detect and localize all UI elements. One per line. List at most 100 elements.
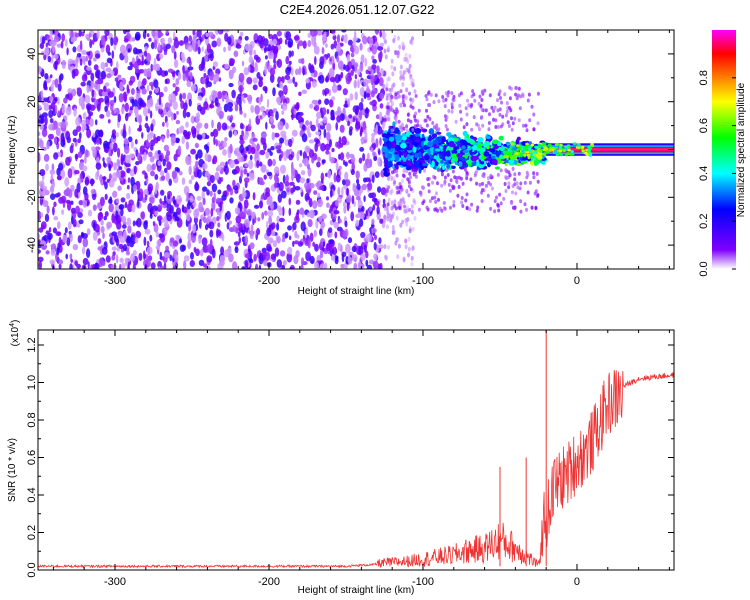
spectrogram-cell	[65, 106, 72, 116]
spectrogram-cell	[409, 39, 413, 45]
spectrogram-cell	[175, 78, 180, 86]
spectrogram-cell	[109, 196, 113, 204]
spectrogram-cell	[366, 85, 370, 93]
spectrogram-cell	[252, 77, 258, 84]
spectrogram-cell	[304, 145, 311, 154]
spectrogram-cell	[493, 209, 497, 214]
spectrogram-cell	[133, 184, 137, 192]
spectrogram-cell	[106, 73, 112, 79]
spectrogram-cell	[314, 142, 319, 152]
spectrogram-cell	[454, 119, 458, 124]
spectrogram-cell	[311, 80, 317, 88]
spectrogram-cell	[204, 122, 209, 129]
spectrogram-cell	[270, 52, 275, 59]
spectrogram-cell	[399, 125, 403, 130]
spectrogram-cell	[372, 260, 379, 269]
spectrogram-cell	[298, 66, 302, 76]
snr-x-axis-title: Height of straight line (km)	[298, 585, 415, 596]
spectrogram-cell	[286, 252, 293, 263]
spectrogram-cell	[445, 168, 449, 172]
spectrogram-cell	[205, 32, 209, 38]
spectrogram-cell	[150, 84, 154, 90]
spectrogram-cell	[285, 56, 290, 65]
spectrogram-cell	[476, 205, 480, 210]
spectrogram-cell	[379, 78, 384, 86]
spectrogram-cell	[260, 164, 267, 173]
spectrogram-cell	[399, 75, 403, 81]
spectrogram-cell	[511, 166, 515, 171]
spectrogram-cell	[436, 127, 440, 132]
spectrogram-cell	[569, 152, 573, 156]
spectrogram-cell	[518, 106, 522, 111]
spectrogram-cell	[346, 202, 350, 212]
spectrogram-cell	[379, 262, 383, 269]
spectrogram-cell	[185, 121, 189, 128]
spectrogram-cell	[124, 258, 129, 267]
spectrogram-cell	[182, 108, 187, 119]
spectrogram-cell	[53, 216, 59, 221]
spectrogram-cell	[82, 237, 89, 248]
spectrogram-cell	[471, 89, 475, 94]
spectrogram-cell	[481, 158, 485, 162]
spectrogram-cell	[532, 112, 536, 117]
spectrogram-cell	[266, 243, 272, 252]
spectrogram-cell	[173, 51, 177, 60]
spectrogram-cell	[158, 42, 161, 51]
spectrogram-cell	[499, 201, 503, 206]
spectrogram-cell	[270, 116, 274, 124]
spectrogram-cell	[392, 109, 396, 114]
spectrogram-cell	[361, 183, 367, 191]
spectrogram-cell	[406, 165, 412, 171]
spectrogram-cell	[124, 154, 131, 164]
spectrogram-cell	[553, 150, 558, 154]
spectrogram-cell	[257, 34, 263, 45]
spectrogram-cell	[469, 139, 475, 145]
spectrogram-cell	[281, 110, 285, 115]
spectrogram-cell	[301, 133, 308, 143]
spectrogram-cell	[364, 108, 370, 114]
spectrogram-cell	[272, 108, 278, 113]
spectrogram-cell	[127, 177, 131, 183]
spectrogram-cell	[82, 124, 87, 131]
spectrogram-cell	[371, 132, 376, 138]
spectrogram-cell	[91, 89, 95, 98]
spectrogram-cell	[65, 253, 68, 260]
spectrogram-cell	[231, 122, 236, 128]
spectrogram-cell	[489, 173, 493, 178]
colorbar-tick-label: 0.4	[698, 166, 710, 181]
spectrogram-cell	[407, 252, 410, 258]
spectrogram-cell	[188, 60, 192, 67]
spectrogram-cell	[517, 118, 521, 123]
x-tick-label: -200	[258, 576, 280, 588]
spectrogram-cell	[562, 149, 566, 153]
spectrogram-cell	[117, 147, 121, 158]
spectrogram-cell	[481, 181, 484, 186]
spectrogram-cell	[535, 145, 540, 149]
spectrogram-cell	[325, 43, 328, 48]
spectrogram-cell	[90, 178, 94, 187]
spectrogram-cell	[497, 125, 500, 129]
spectrogram-cell	[268, 34, 274, 40]
spectrogram-cell	[112, 142, 118, 153]
spectrogram-cell	[209, 71, 215, 81]
spectrogram-cell	[515, 181, 519, 186]
spectrogram-cell	[379, 42, 385, 47]
spectrogram-cell	[492, 117, 495, 122]
spectrogram-cell	[291, 129, 298, 137]
spectrogram-cell	[214, 171, 220, 181]
spectrogram-cell	[147, 108, 151, 114]
spectrogram-cell	[190, 252, 194, 260]
spectrogram-cell	[57, 231, 62, 237]
spectrogram-cell	[442, 98, 446, 103]
spectrogram-cell	[455, 179, 458, 183]
spectrogram-cell	[320, 124, 325, 130]
spectrogram-cell	[330, 254, 336, 261]
spectrogram-cell	[408, 228, 412, 234]
spectrogram-cell	[414, 142, 418, 148]
spectrogram-cell	[536, 121, 540, 126]
spectrogram-cell	[146, 84, 150, 92]
spectrogram-cell	[297, 241, 303, 247]
spectrogram-cell	[189, 195, 194, 203]
spectrogram-cell	[444, 91, 448, 96]
spectrogram-cell	[447, 90, 451, 95]
